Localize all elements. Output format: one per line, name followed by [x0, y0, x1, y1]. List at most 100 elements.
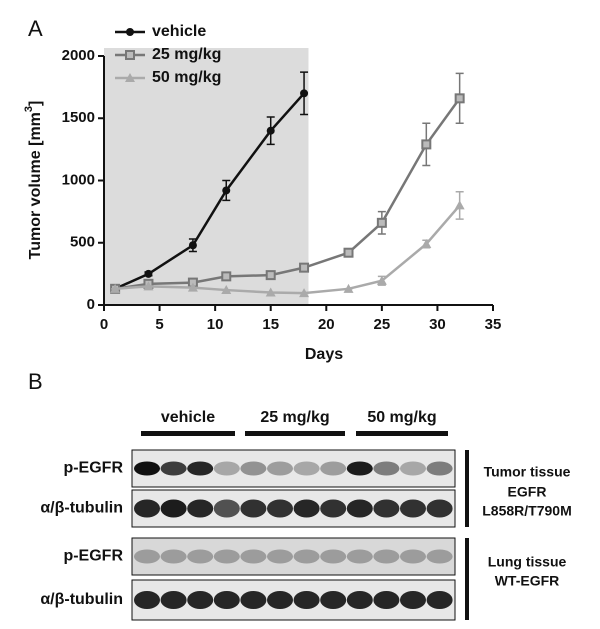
blot-band	[320, 549, 347, 564]
marker	[222, 186, 231, 195]
blot-band	[373, 499, 400, 518]
marker	[299, 262, 310, 273]
blot-band	[267, 461, 293, 476]
y-axis-label: Tumor volume [mm3]	[23, 101, 44, 260]
blot-band	[213, 461, 240, 476]
blot-band	[160, 591, 187, 609]
blot-band	[213, 549, 240, 564]
x-tick-label: 35	[485, 316, 502, 333]
blot-band	[187, 591, 214, 609]
blot-band	[373, 591, 400, 609]
group-bar	[141, 431, 235, 436]
tissue-label: EGFR	[508, 484, 547, 500]
blot-band	[400, 461, 426, 476]
blot-band	[134, 499, 160, 518]
blot-band	[346, 499, 373, 518]
y-tick-label: 2000	[62, 47, 95, 64]
y-label-end: ]	[27, 101, 44, 106]
tissue-bar	[465, 538, 469, 620]
blot-band	[213, 591, 240, 609]
marker	[454, 93, 465, 104]
marker	[265, 287, 276, 297]
marker	[221, 271, 232, 282]
x-axis-label: Days	[305, 346, 343, 363]
blot-band	[240, 591, 267, 609]
blot-band	[134, 549, 160, 564]
blot-band	[426, 591, 453, 609]
blot-band	[400, 549, 426, 564]
blot-band	[213, 499, 240, 518]
blot-band	[240, 499, 267, 518]
blot-band	[160, 499, 187, 518]
marker	[343, 283, 354, 293]
marker	[376, 275, 387, 285]
blot-band	[240, 461, 267, 476]
blot-band	[160, 461, 187, 476]
blot-band	[187, 461, 214, 476]
series-line	[115, 204, 461, 295]
marker	[125, 73, 135, 82]
blot-band	[320, 591, 347, 609]
marker	[126, 28, 134, 36]
legend-label: 50 mg/kg	[152, 69, 221, 86]
y-label-sup: 3	[23, 106, 35, 112]
marker	[343, 247, 354, 258]
tissue-label: WT-EGFR	[495, 573, 560, 589]
group-label: 50 mg/kg	[367, 409, 436, 426]
blot-band	[346, 549, 373, 564]
blot-band	[373, 549, 400, 564]
blot-band	[267, 549, 293, 564]
marker	[300, 89, 309, 98]
blot-band	[160, 549, 187, 564]
group-bar	[245, 431, 345, 436]
group-label: 25 mg/kg	[260, 409, 329, 426]
blot-band	[426, 461, 453, 476]
y-label-text: Tumor volume [mm	[27, 112, 44, 259]
blot-band	[240, 549, 267, 564]
blot-band	[400, 499, 426, 518]
blot-band	[187, 499, 214, 518]
row-label: p-EGFR	[63, 460, 123, 477]
marker	[454, 200, 465, 210]
group-label: vehicle	[161, 409, 215, 426]
tissue-bar	[465, 450, 469, 527]
marker	[376, 217, 387, 228]
marker	[144, 269, 153, 278]
legend-label: 25 mg/kg	[152, 46, 221, 63]
blot-band	[346, 591, 373, 609]
shaded-region	[104, 48, 309, 305]
blot-band	[134, 591, 160, 609]
marker	[187, 282, 198, 292]
series-line	[114, 97, 461, 291]
x-tick-label: 30	[429, 316, 446, 333]
blot-band	[293, 499, 320, 518]
marker	[221, 285, 232, 295]
row-label: α/β-tubulin	[40, 591, 123, 608]
y-tick-label: 1500	[62, 109, 95, 126]
blot-band	[373, 461, 400, 476]
marker	[421, 139, 432, 150]
row-label: p-EGFR	[63, 548, 123, 565]
x-tick-label: 20	[318, 316, 335, 333]
x-tick-label: 15	[262, 316, 279, 333]
marker	[266, 126, 275, 135]
x-tick-label: 10	[207, 316, 224, 333]
tissue-label: Lung tissue	[488, 554, 567, 570]
blot-band	[320, 461, 347, 476]
blot-band	[187, 549, 214, 564]
tissue-label: L858R/T790M	[482, 503, 571, 519]
blot-band	[267, 499, 293, 518]
series-line	[114, 92, 305, 290]
blot-box	[131, 537, 456, 576]
marker	[421, 238, 432, 248]
blot-band	[267, 591, 293, 609]
marker	[110, 283, 121, 293]
y-tick-label: 0	[87, 296, 95, 313]
blot-band	[346, 461, 373, 476]
row-label: α/β-tubulin	[40, 500, 123, 517]
marker	[265, 270, 276, 281]
marker	[188, 241, 197, 250]
blot-band	[134, 461, 160, 476]
group-bar	[356, 431, 448, 436]
